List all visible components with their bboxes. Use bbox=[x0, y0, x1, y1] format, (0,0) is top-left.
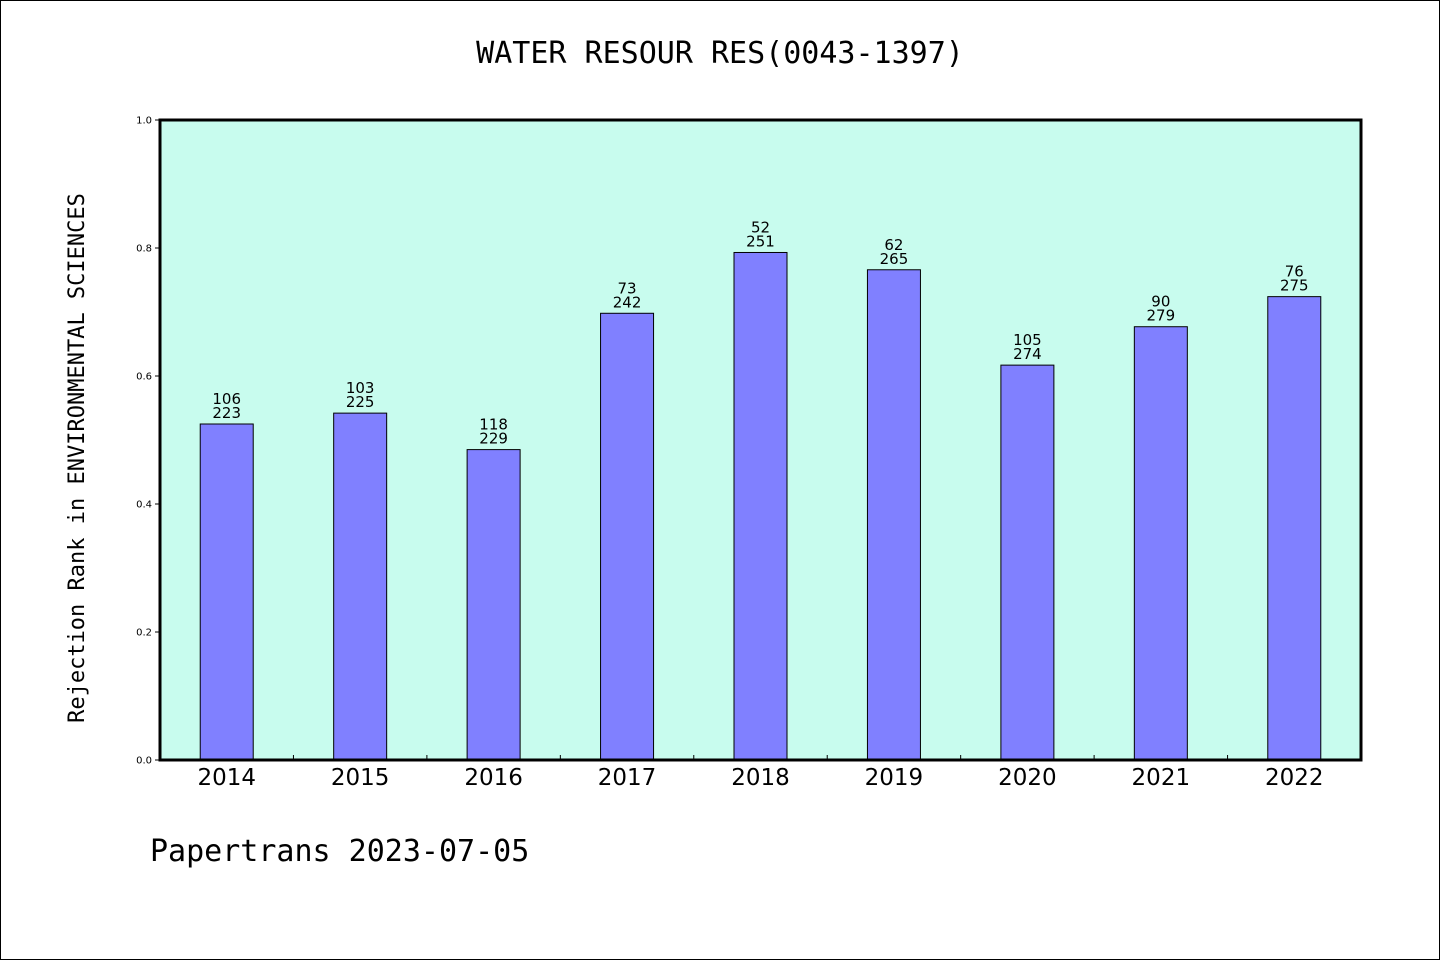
x-tick-label-2014: 2014 bbox=[197, 765, 256, 791]
x-tick-label-2015: 2015 bbox=[331, 765, 390, 791]
total-label-2020: 274 bbox=[1013, 345, 1042, 363]
bar-2019 bbox=[866, 269, 921, 761]
rank-label-2016: 118 bbox=[479, 416, 508, 434]
bar-2021 bbox=[1133, 326, 1188, 761]
bar-2016 bbox=[466, 449, 521, 761]
total-label-2014: 223 bbox=[212, 404, 241, 422]
bar-2018 bbox=[733, 251, 788, 761]
x-tick-label-2017: 2017 bbox=[598, 765, 657, 791]
x-tick-label-2022: 2022 bbox=[1265, 765, 1324, 791]
total-label-2018: 251 bbox=[746, 232, 775, 250]
total-label-2015: 225 bbox=[346, 393, 375, 411]
y-tick-label-0.2: 0.2 bbox=[136, 628, 152, 639]
y-tick-label-0.6: 0.6 bbox=[136, 372, 152, 383]
total-label-2017: 242 bbox=[613, 293, 642, 311]
x-tick-label-2020: 2020 bbox=[998, 765, 1057, 791]
bar-2022 bbox=[1267, 296, 1322, 761]
plot-border bbox=[158, 118, 1363, 762]
rank-label-2022: 76 bbox=[1285, 263, 1304, 281]
x-tick-label-2021: 2021 bbox=[1132, 765, 1191, 791]
rank-label-2021: 90 bbox=[1151, 293, 1170, 311]
y-tick-label-0.0: 0.0 bbox=[136, 756, 152, 767]
rank-label-2017: 73 bbox=[618, 279, 637, 297]
chart-title: WATER RESOUR RES(0043-1397) bbox=[476, 36, 964, 71]
total-label-2021: 279 bbox=[1147, 307, 1176, 325]
total-label-2016: 229 bbox=[479, 430, 508, 448]
y-tick-label-1.0: 1.0 bbox=[136, 116, 152, 127]
x-tick-label-2016: 2016 bbox=[464, 765, 523, 791]
rank-label-2018: 52 bbox=[751, 218, 770, 236]
total-label-2022: 275 bbox=[1280, 277, 1309, 295]
y-tick-label-0.4: 0.4 bbox=[136, 500, 152, 511]
bar-2020 bbox=[1000, 364, 1055, 761]
rank-label-2020: 105 bbox=[1013, 331, 1042, 349]
y-tick-label-0.8: 0.8 bbox=[136, 244, 152, 255]
x-tick-label-2018: 2018 bbox=[731, 765, 790, 791]
total-label-2019: 265 bbox=[880, 250, 909, 268]
x-tick-label-2019: 2019 bbox=[865, 765, 924, 791]
rank-label-2019: 62 bbox=[884, 236, 903, 254]
rank-label-2015: 103 bbox=[346, 379, 375, 397]
bar-2017 bbox=[600, 312, 655, 761]
rank-label-2014: 106 bbox=[212, 390, 241, 408]
footer-text: Papertrans 2023-07-05 bbox=[150, 834, 530, 869]
bar-2015 bbox=[333, 412, 388, 761]
y-axis-label: Rejection Rank in ENVIRONMENTAL SCIENCES bbox=[65, 193, 90, 723]
bar-2014 bbox=[199, 423, 254, 761]
